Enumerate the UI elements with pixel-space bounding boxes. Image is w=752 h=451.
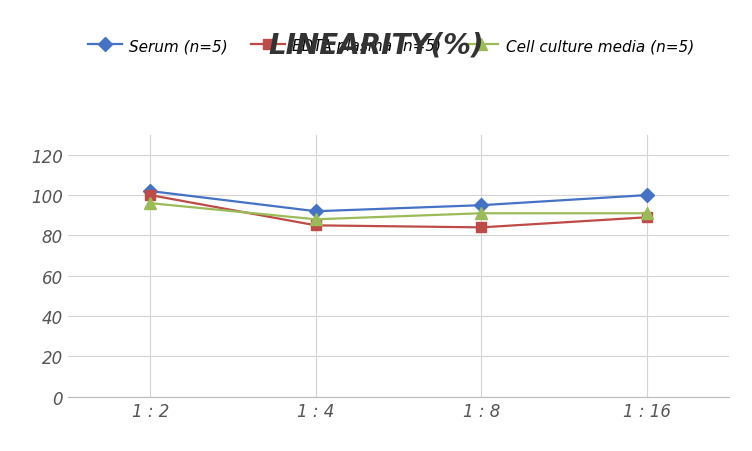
EDTA plasma (n=5) (311, 223, 320, 229)
Cell culture media (n=5) (477, 211, 486, 216)
Serum (n=5) (311, 209, 320, 215)
EDTA plasma (n=5) (146, 193, 155, 198)
Text: LINEARITY(%): LINEARITY(%) (268, 32, 484, 60)
Cell culture media (n=5) (311, 217, 320, 222)
Serum (n=5) (477, 203, 486, 208)
Serum (n=5) (146, 189, 155, 194)
Line: EDTA plasma (n=5): EDTA plasma (n=5) (146, 191, 651, 233)
Legend: Serum (n=5), EDTA plasma (n=5), Cell culture media (n=5): Serum (n=5), EDTA plasma (n=5), Cell cul… (82, 33, 700, 60)
Line: Cell culture media (n=5): Cell culture media (n=5) (145, 198, 652, 226)
Line: Serum (n=5): Serum (n=5) (146, 187, 651, 216)
Cell culture media (n=5) (642, 211, 651, 216)
EDTA plasma (n=5) (642, 215, 651, 221)
Cell culture media (n=5) (146, 201, 155, 207)
EDTA plasma (n=5) (477, 225, 486, 230)
Serum (n=5) (642, 193, 651, 198)
